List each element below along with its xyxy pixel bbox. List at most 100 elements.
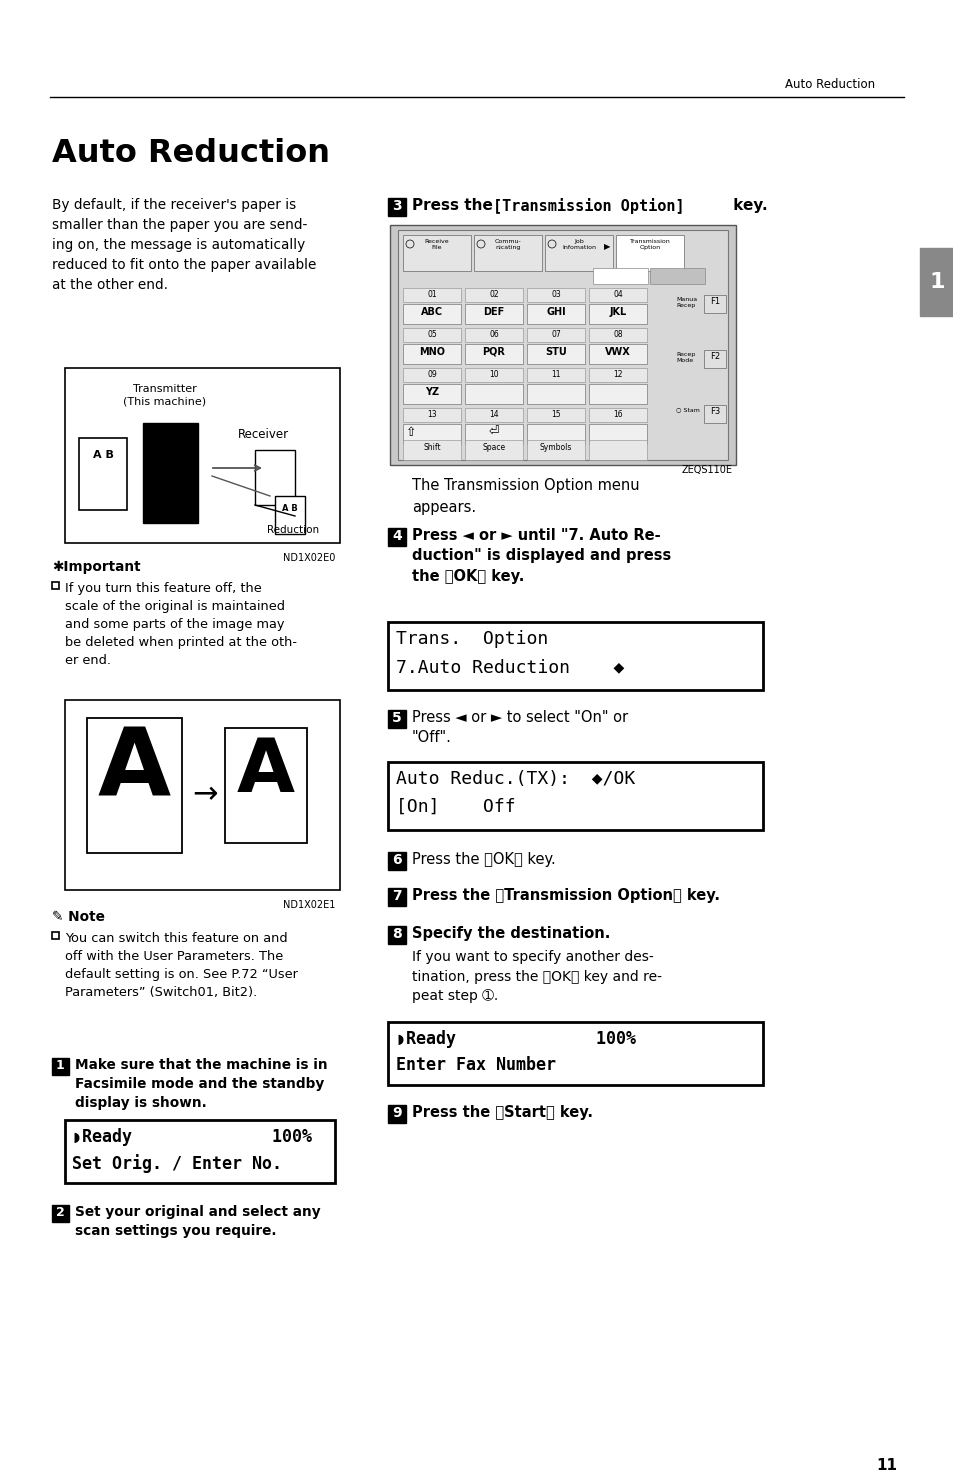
Bar [52, 583, 59, 589]
Text: 06: 06 [489, 330, 498, 339]
Text: Auto Reduc.(TX):  ◆/OK: Auto Reduc.(TX): ◆/OK [395, 770, 635, 788]
Bar [388, 1105, 406, 1122]
Text: 01: 01 [427, 291, 436, 299]
Text: DEF: DEF [483, 307, 504, 317]
Bar [388, 853, 406, 870]
Text: YZ: YZ [424, 386, 438, 397]
Text: Recep
Mode: Recep Mode [676, 353, 695, 363]
Text: ABC: ABC [420, 307, 442, 317]
Text: 15: 15 [551, 410, 560, 419]
Text: Receiver: Receiver [237, 428, 288, 441]
Bar [388, 622, 762, 690]
Text: 9: 9 [392, 1106, 401, 1120]
Bar [526, 423, 584, 444]
Text: 02: 02 [489, 291, 498, 299]
Bar [544, 235, 613, 271]
Bar [703, 295, 725, 313]
Bar [402, 235, 471, 271]
Bar [254, 450, 294, 504]
Bar [402, 367, 460, 382]
Bar [65, 701, 339, 889]
Bar [464, 344, 522, 364]
Text: ○ Stam: ○ Stam [676, 407, 700, 412]
Text: If you want to specify another des-
tination, press the 『OK』 key and re-
peat st: If you want to specify another des- tina… [412, 950, 661, 1003]
Bar [464, 440, 522, 460]
Bar [402, 344, 460, 364]
Bar [87, 718, 182, 853]
Text: 7: 7 [392, 889, 401, 903]
Text: ▶: ▶ [603, 242, 609, 252]
Bar [526, 440, 584, 460]
Text: 11: 11 [875, 1457, 896, 1474]
Text: JKL: JKL [609, 307, 626, 317]
Bar [388, 763, 762, 830]
Text: 7.Auto Reduction    ◆: 7.Auto Reduction ◆ [395, 658, 623, 676]
Bar [526, 344, 584, 364]
Text: 08: 08 [613, 330, 622, 339]
Text: F2: F2 [709, 353, 720, 361]
Text: 14: 14 [489, 410, 498, 419]
Text: ⏎: ⏎ [488, 426, 498, 440]
Text: Space: Space [482, 442, 505, 451]
Text: Press ◄ or ► until "7. Auto Re-
duction" is displayed and press
the 『OK』 key.: Press ◄ or ► until "7. Auto Re- duction"… [412, 528, 671, 584]
Text: Receive
File: Receive File [424, 239, 449, 249]
Bar [388, 1022, 762, 1086]
Bar [526, 409, 584, 422]
Text: ◗Ready              100%: ◗Ready 100% [395, 1030, 636, 1049]
Bar [402, 440, 460, 460]
Bar [65, 1120, 335, 1183]
Bar [274, 496, 305, 534]
Text: 13: 13 [427, 410, 436, 419]
Bar [388, 528, 406, 546]
Text: 09: 09 [427, 370, 436, 379]
Text: Transmitter: Transmitter [133, 384, 196, 394]
Bar [402, 327, 460, 342]
Bar [464, 288, 522, 302]
Bar [588, 344, 646, 364]
Text: 1: 1 [928, 271, 943, 292]
Bar [388, 198, 406, 215]
Text: 8: 8 [392, 926, 401, 941]
Text: STU: STU [544, 347, 566, 357]
Bar [225, 729, 307, 844]
Text: A B: A B [92, 450, 113, 460]
Text: PQR: PQR [482, 347, 505, 357]
Text: Commu-
nicating: Commu- nicating [494, 239, 521, 249]
Text: ✱Important: ✱Important [52, 560, 140, 574]
Text: 05: 05 [427, 330, 436, 339]
Text: 3: 3 [392, 199, 401, 212]
Text: MNO: MNO [418, 347, 444, 357]
Bar [588, 367, 646, 382]
Text: ND1X02E0: ND1X02E0 [282, 553, 335, 563]
Bar [65, 367, 339, 543]
Text: Press the 『Start』 key.: Press the 『Start』 key. [412, 1105, 593, 1120]
Bar [397, 230, 727, 460]
Text: Press the 『Transmission Option』 key.: Press the 『Transmission Option』 key. [412, 888, 720, 903]
Text: Set your original and select any
scan settings you require.: Set your original and select any scan se… [75, 1205, 320, 1238]
Bar [52, 1205, 69, 1221]
Text: ◗Ready              100%: ◗Ready 100% [71, 1128, 312, 1146]
Text: Trans.  Option: Trans. Option [395, 630, 548, 648]
Text: ⇧: ⇧ [405, 426, 416, 440]
Text: 07: 07 [551, 330, 560, 339]
Bar [588, 288, 646, 302]
Text: Transmission
Option: Transmission Option [629, 239, 670, 249]
Bar [143, 423, 198, 524]
Text: Auto Reduction: Auto Reduction [52, 139, 330, 170]
Bar [526, 288, 584, 302]
Text: VWX: VWX [604, 347, 630, 357]
Text: By default, if the receiver's paper is
smaller than the paper you are send-
ing : By default, if the receiver's paper is s… [52, 198, 316, 292]
Text: [Transmission Option]: [Transmission Option] [493, 198, 684, 214]
Bar [390, 226, 735, 465]
Bar [588, 304, 646, 324]
Text: 12: 12 [613, 370, 622, 379]
Text: Enter Fax Number: Enter Fax Number [395, 1056, 556, 1074]
Bar [464, 409, 522, 422]
Bar [526, 304, 584, 324]
Text: ZEQS110E: ZEQS110E [681, 465, 732, 475]
Bar [464, 367, 522, 382]
Bar [919, 248, 953, 316]
Text: Auto Reduction: Auto Reduction [784, 78, 874, 91]
Bar [388, 926, 406, 944]
Text: 5: 5 [392, 711, 401, 726]
